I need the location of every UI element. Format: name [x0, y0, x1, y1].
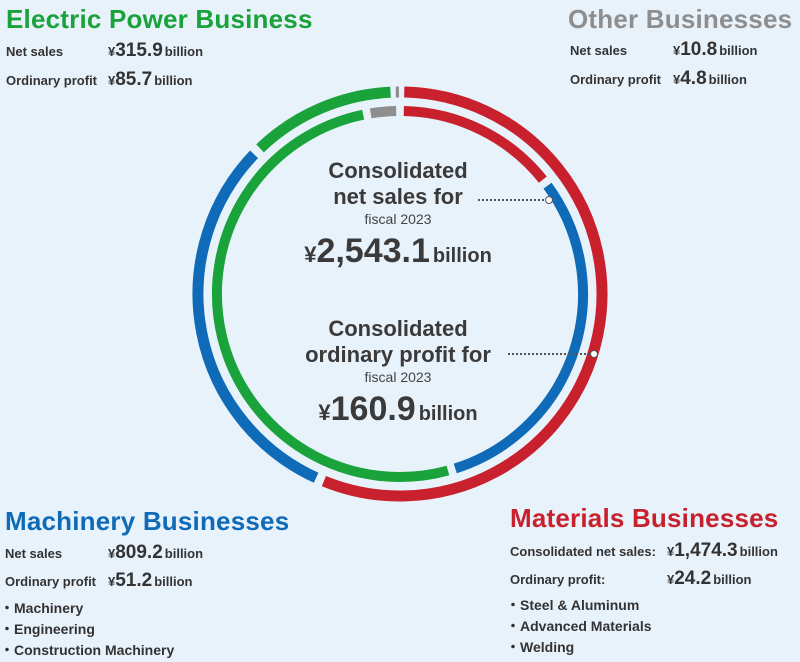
inner-ring-slice-other-businesses [369, 106, 397, 119]
yen-sign: ¥ [108, 574, 116, 589]
net-sales-total: ¥2,543.1 billion [290, 232, 506, 271]
inner-ring-slice-materials-businesses [403, 106, 547, 183]
other-net-sales-label: Net sales [570, 43, 628, 58]
electric-profit-label: Ordinary profit [6, 73, 98, 88]
list-item: Welding [506, 637, 652, 658]
list-item: Advanced Materials [506, 616, 652, 637]
materials-profit-label: Ordinary profit: [510, 572, 606, 587]
profit-total-value: 160.9 [330, 390, 416, 428]
profit-total: ¥160.9 billion [290, 390, 506, 429]
yen-sign: ¥ [108, 546, 116, 561]
unit-billion: billion [164, 44, 204, 59]
unit-billion: billion [713, 572, 752, 587]
electric-net-sales-value: 315.9 [115, 40, 163, 61]
yen-sign: ¥ [108, 73, 116, 88]
yen-sign: ¥ [673, 43, 681, 58]
net-sales-total-value: 2,543.1 [316, 232, 430, 270]
machinery-net-sales-value: 809.2 [115, 542, 163, 563]
profit-fiscal-year: fiscal 2023 [364, 369, 432, 385]
profit-yen: ¥ [318, 400, 331, 425]
machinery-businesses-title: Machinery Businesses [5, 506, 290, 536]
list-item: Steel & Aluminum [506, 595, 652, 616]
machinery-profit-label: Ordinary profit [5, 574, 97, 589]
net-sales-fiscal-year: fiscal 2023 [364, 211, 432, 227]
inner-ring-slice-electric-power-business [211, 109, 450, 482]
net-sales-heading-line1: Consolidated [328, 158, 468, 183]
list-item: Engineering [0, 619, 174, 640]
machinery-segment-list: Machinery Engineering Construction Machi… [0, 598, 174, 661]
other-net-sales-value-group: ¥10.8 billion [673, 39, 758, 61]
materials-businesses-title: Materials Businesses [510, 503, 779, 533]
unit-billion: billion [154, 574, 193, 589]
materials-net-sales-row: Consolidated net sales: ¥1,474.3 billion [510, 540, 795, 564]
yen-sign: ¥ [673, 72, 681, 87]
other-profit-label: Ordinary profit [570, 72, 662, 87]
materials-net-sales-value: 1,474.3 [674, 540, 738, 561]
electric-power-title: Electric Power Business [6, 4, 313, 34]
other-businesses-title: Other Businesses [568, 4, 793, 34]
center-net-sales: Consolidated net sales for fiscal 2023 ¥… [290, 158, 506, 271]
yen-sign: ¥ [667, 544, 675, 559]
machinery-profit-row: Ordinary profit ¥51.2 billion [5, 570, 245, 594]
machinery-net-sales-value-group: ¥809.2 billion [108, 542, 203, 564]
net-sales-yen: ¥ [304, 242, 317, 267]
other-profit-value-group: ¥4.8 billion [673, 68, 747, 90]
electric-net-sales-value-group: ¥315.9 billion [108, 40, 203, 62]
outer-ring-net-sales [192, 86, 608, 502]
electric-net-sales-label: Net sales [6, 44, 64, 59]
list-item: Construction Machinery [0, 640, 174, 661]
materials-segment-list: Steel & Aluminum Advanced Materials Weld… [506, 595, 652, 658]
machinery-net-sales-label: Net sales [5, 546, 63, 561]
machinery-net-sales-row: Net sales ¥809.2 billion [5, 542, 245, 566]
other-profit-row: Ordinary profit ¥4.8 billion [570, 68, 790, 92]
list-item: Machinery [0, 598, 174, 619]
net-sales-heading-line2: net sales for [333, 184, 463, 209]
unit-billion: billion [719, 43, 758, 58]
inner-ring-ordinary-profit [211, 106, 588, 482]
other-net-sales-row: Net sales ¥10.8 billion [570, 39, 790, 63]
outer-ring-slice-machinery-businesses [192, 150, 319, 483]
materials-profit-value-group: ¥24.2 billion [667, 568, 752, 590]
machinery-profit-value: 51.2 [115, 570, 153, 591]
electric-profit-row: Ordinary profit ¥85.7 billion [6, 69, 246, 93]
yen-sign: ¥ [667, 572, 675, 587]
electric-profit-value: 85.7 [115, 69, 153, 90]
leader-lines [478, 196, 598, 358]
profit-heading-line2: ordinary profit for [305, 342, 491, 367]
outer-ring-slice-materials-businesses [321, 86, 608, 502]
center-ordinary-profit: Consolidated ordinary profit for fiscal … [290, 316, 506, 429]
unit-billion: billion [164, 546, 204, 561]
electric-net-sales-row: Net sales ¥315.9 billion [6, 40, 246, 64]
machinery-profit-value-group: ¥51.2 billion [108, 570, 193, 592]
profit-heading-line1: Consolidated [328, 316, 468, 341]
yen-sign: ¥ [108, 44, 116, 59]
electric-profit-value-group: ¥85.7 billion [108, 69, 193, 91]
sales-leader-dot [545, 196, 553, 204]
materials-net-sales-label: Consolidated net sales: [510, 544, 656, 559]
other-net-sales-value: 10.8 [680, 39, 718, 60]
net-sales-unit: billion [432, 245, 492, 267]
unit-billion: billion [154, 73, 193, 88]
materials-profit-row: Ordinary profit: ¥24.2 billion [510, 568, 795, 592]
profit-leader-dot [590, 350, 598, 358]
materials-profit-value: 24.2 [674, 568, 712, 589]
materials-net-sales-value-group: ¥1,474.3 billion [667, 540, 778, 562]
unit-billion: billion [708, 72, 747, 87]
unit-billion: billion [739, 544, 778, 559]
outer-ring-slice-electric-power-business [256, 86, 391, 153]
profit-unit: billion [418, 403, 478, 425]
inner-ring-slice-machinery-businesses [453, 182, 588, 474]
other-profit-value: 4.8 [680, 68, 707, 89]
